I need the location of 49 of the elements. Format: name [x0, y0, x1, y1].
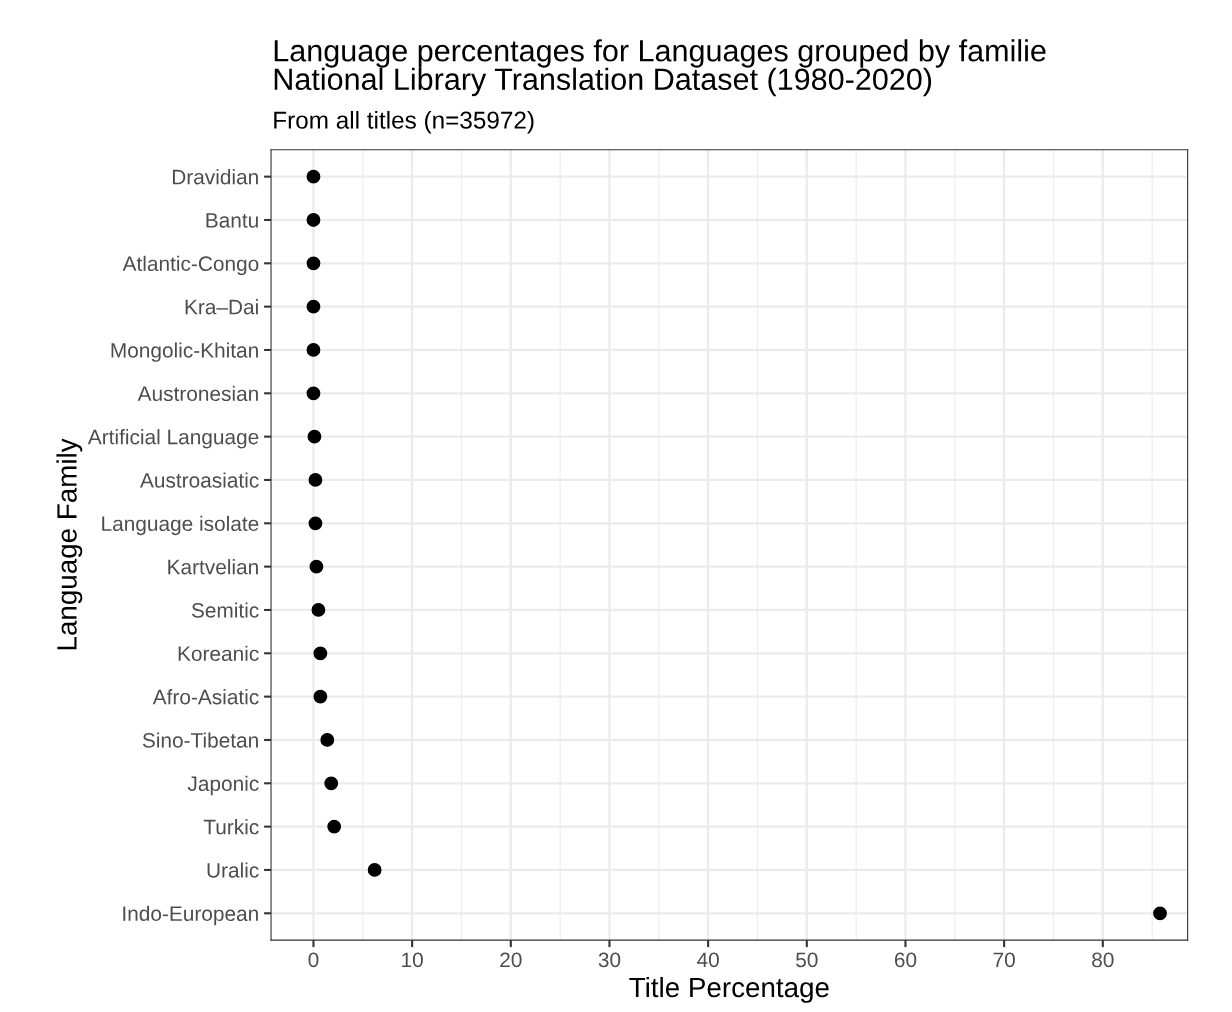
- point: [308, 473, 323, 487]
- point: [311, 603, 326, 617]
- point: [306, 256, 321, 271]
- y-tick-label: Atlantic-Congo: [122, 255, 259, 276]
- x-tick-label: 80: [1092, 952, 1114, 968]
- x-tick-label: 0: [308, 952, 319, 968]
- point: [306, 386, 321, 401]
- x-tick-label: 60: [894, 952, 917, 968]
- point: [307, 429, 322, 444]
- point: [313, 689, 328, 704]
- point: [327, 819, 342, 834]
- y-tick-label: Dravidian: [172, 169, 258, 185]
- point: [309, 559, 324, 574]
- y-tick-label: Sino-Tibetan: [142, 732, 258, 748]
- chart-subtitle: From all titles (n=35972): [274, 110, 534, 134]
- y-tick-label: Japonic: [187, 775, 259, 796]
- point: [324, 776, 339, 791]
- y-tick-label: Afro-Asiatic: [152, 689, 259, 705]
- point: [306, 213, 321, 227]
- point: [308, 516, 323, 531]
- point: [1153, 906, 1167, 921]
- point: [320, 733, 335, 747]
- x-tick-label: 30: [598, 952, 621, 968]
- point: [367, 863, 382, 877]
- chart-title: Language percentages for Languages grouped by familie National Library Translation Dataset (1980-2020): [274, 39, 1046, 97]
- point: [306, 343, 321, 357]
- x-axis-title: Title Percentage: [629, 976, 829, 1003]
- y-tick-label: Kra–Dai: [185, 299, 258, 315]
- y-tick-label: Language isolate: [102, 515, 259, 536]
- y-tick-label: Turkic: [203, 819, 259, 835]
- point: [313, 646, 328, 661]
- y-tick-label: Uralic: [207, 862, 259, 878]
- y-axis-title: Language Family: [56, 438, 83, 650]
- y-tick-label: Mongolic-Khitan: [111, 342, 258, 362]
- y-tick-label: Artificial Language: [87, 429, 259, 449]
- y-tick-label: Bantu: [206, 213, 258, 228]
- x-tick-label: 10: [402, 952, 423, 968]
- y-tick-label: Indo-European: [123, 905, 258, 926]
- point: [306, 299, 321, 314]
- x-tick-label: 40: [697, 952, 719, 968]
- x-tick-label: 50: [796, 952, 818, 968]
- point: [306, 169, 321, 184]
- y-tick-label: Austroasiatic: [140, 472, 259, 488]
- y-tick-label: Austronesian: [137, 385, 258, 402]
- y-tick-label: Semitic: [191, 602, 259, 618]
- x-tick-label: 20: [500, 952, 522, 968]
- x-tick-label: 70: [993, 952, 1015, 968]
- y-tick-label: Koreanic: [178, 645, 259, 662]
- y-tick-label: Kartvelian: [168, 559, 258, 575]
